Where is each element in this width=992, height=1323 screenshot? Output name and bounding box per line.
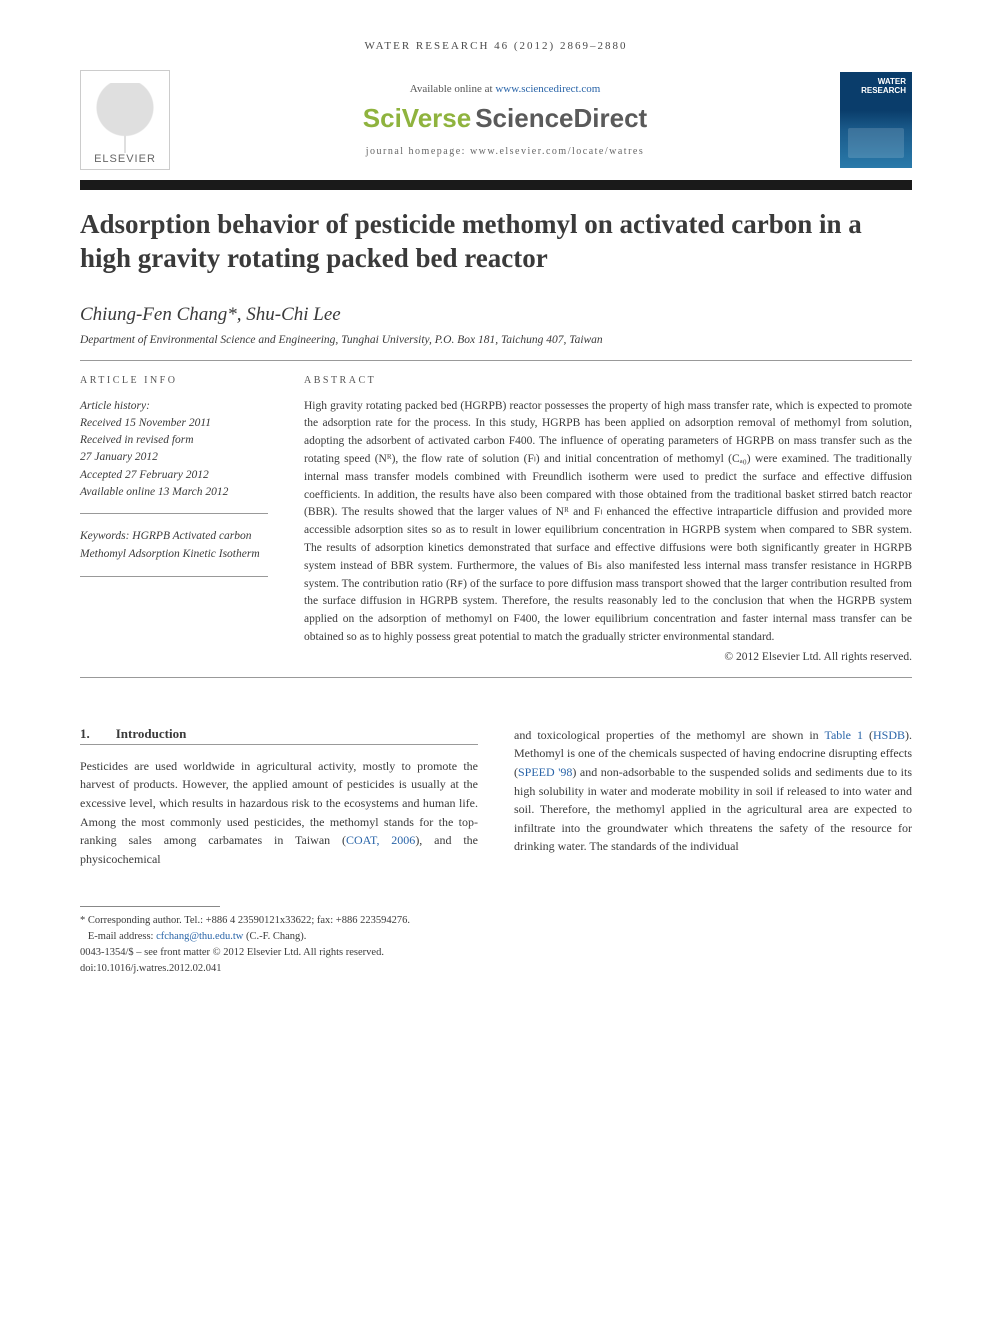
email-link[interactable]: cfchang@thu.edu.tw xyxy=(156,931,243,942)
text-run: ) and non-adsorbable to the suspended so… xyxy=(514,765,912,853)
article-info-column: ARTICLE INFO Article history: Received 1… xyxy=(80,375,268,663)
intro-para-right: and toxicological properties of the meth… xyxy=(514,726,912,856)
keywords-block: Keywords: HGRPB Activated carbon Methomy… xyxy=(80,518,268,577)
abstract-label: ABSTRACT xyxy=(304,375,912,386)
online-date: Available online 13 March 2012 xyxy=(80,484,268,501)
section-title: Introduction xyxy=(116,726,187,742)
elsevier-tree-icon xyxy=(90,83,160,153)
revised-line2: 27 January 2012 xyxy=(80,449,268,466)
journal-cover-title: WATER RESEARCH xyxy=(861,78,906,96)
abstract-column: ABSTRACT High gravity rotating packed be… xyxy=(304,375,912,663)
running-header: WATER RESEARCH 46 (2012) 2869–2880 xyxy=(80,40,912,52)
accepted-date: Accepted 27 February 2012 xyxy=(80,467,268,484)
history-label: Article history: xyxy=(80,398,268,415)
abstract-text: High gravity rotating packed bed (HGRPB)… xyxy=(304,398,912,647)
keyword: Adsorption xyxy=(129,548,180,560)
header-center: Available online at www.sciencedirect.co… xyxy=(182,83,828,157)
corresponding-author: * Corresponding author. Tel.: +886 4 235… xyxy=(80,913,478,929)
authors: Chiung-Fen Chang*, Shu-Chi Lee xyxy=(80,304,912,326)
available-online-line: Available online at www.sciencedirect.co… xyxy=(182,83,828,95)
email-line: E-mail address: cfchang@thu.edu.tw (C.-F… xyxy=(80,929,478,945)
sciencedirect-text: ScienceDirect xyxy=(475,103,647,134)
sciverse-text: SciVerse xyxy=(363,103,471,134)
citation-link[interactable]: COAT, 2006 xyxy=(346,833,415,847)
info-abstract-row: ARTICLE INFO Article history: Received 1… xyxy=(80,375,912,663)
elsevier-logo: ELSEVIER xyxy=(80,70,170,170)
footnotes: * Corresponding author. Tel.: +886 4 235… xyxy=(80,913,478,976)
article-title: Adsorption behavior of pesticide methomy… xyxy=(80,208,912,276)
section-heading: 1. Introduction xyxy=(80,726,478,745)
footnote-rule xyxy=(80,906,220,907)
citation-link[interactable]: HSDB xyxy=(873,728,905,742)
header-bar: ELSEVIER Available online at www.science… xyxy=(80,70,912,170)
cover-line2: RESEARCH xyxy=(861,86,906,95)
revised-line1: Received in revised form xyxy=(80,432,268,449)
text-run: ( xyxy=(863,728,873,742)
sciencedirect-link[interactable]: www.sciencedirect.com xyxy=(495,83,600,95)
keyword: Methomyl xyxy=(80,548,126,560)
homepage-link[interactable]: www.elsevier.com/locate/watres xyxy=(470,146,644,157)
sciverse-logo: SciVerse ScienceDirect xyxy=(182,103,828,134)
citation-link[interactable]: SPEED '98 xyxy=(518,765,572,779)
divider xyxy=(80,677,912,678)
doi: doi:10.1016/j.watres.2012.02.041 xyxy=(80,961,478,977)
email-label: E-mail address: xyxy=(88,931,156,942)
section-number: 1. xyxy=(80,726,90,742)
body-col-right: and toxicological properties of the meth… xyxy=(514,726,912,977)
journal-homepage-line: journal homepage: www.elsevier.com/locat… xyxy=(182,146,828,157)
body-columns: 1. Introduction Pesticides are used worl… xyxy=(80,726,912,977)
intro-para-left: Pesticides are used worldwide in agricul… xyxy=(80,757,478,869)
text-run: and toxicological properties of the meth… xyxy=(514,728,824,742)
divider xyxy=(80,360,912,361)
article-info-label: ARTICLE INFO xyxy=(80,375,268,386)
email-suffix: (C.-F. Chang). xyxy=(243,931,306,942)
homepage-prefix: journal homepage: xyxy=(366,146,470,157)
received-date: Received 15 November 2011 xyxy=(80,415,268,432)
cover-line1: WATER xyxy=(878,77,906,86)
available-prefix: Available online at xyxy=(410,83,496,95)
table-link[interactable]: Table 1 xyxy=(824,728,863,742)
article-history: Article history: Received 15 November 20… xyxy=(80,398,268,515)
keyword: Isotherm xyxy=(219,548,260,560)
keyword: Kinetic xyxy=(183,548,216,560)
affiliation: Department of Environmental Science and … xyxy=(80,334,912,346)
body-col-left: 1. Introduction Pesticides are used worl… xyxy=(80,726,478,977)
abstract-copyright: © 2012 Elsevier Ltd. All rights reserved… xyxy=(304,651,912,663)
title-rule xyxy=(80,180,912,190)
front-matter: 0043-1354/$ – see front matter © 2012 El… xyxy=(80,945,478,961)
elsevier-label: ELSEVIER xyxy=(94,153,156,169)
journal-cover: WATER RESEARCH xyxy=(840,72,912,168)
keyword: Activated carbon xyxy=(173,530,252,542)
keyword: HGRPB xyxy=(132,530,170,542)
keywords-label: Keywords: xyxy=(80,530,129,542)
